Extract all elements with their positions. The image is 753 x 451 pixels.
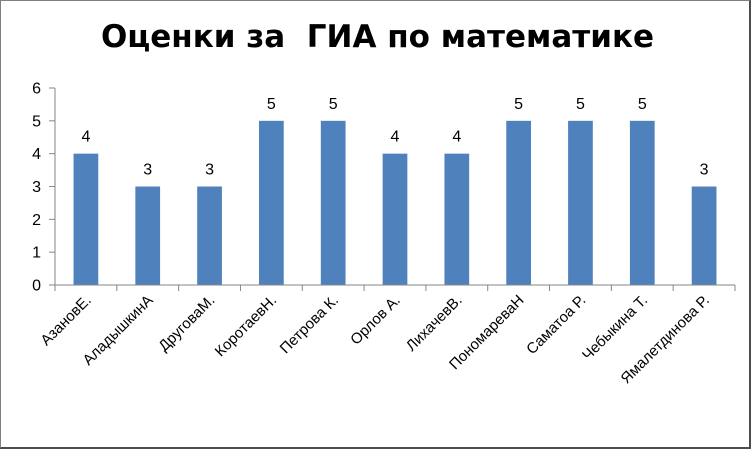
bar [506, 120, 531, 285]
bar [320, 120, 346, 285]
y-tick-label: 2 [32, 212, 41, 229]
category-labels: АзановЕ.АладышкинАДруговаМ.КоротаевН.Пет… [37, 292, 712, 387]
bar [259, 120, 284, 285]
x-category-label: Орлов А. [347, 292, 404, 349]
data-label: 3 [143, 162, 152, 179]
data-labels: 4 3 3 5 5 4 4 5 5 5 3 [81, 96, 708, 179]
data-label: 5 [576, 96, 585, 113]
x-category-label: КоротаевН. [212, 292, 280, 360]
bar [73, 153, 99, 285]
data-label: 4 [81, 129, 90, 146]
x-category-label: АзановЕ. [37, 292, 94, 349]
y-tick-label: 4 [32, 146, 41, 163]
data-label: 5 [329, 96, 338, 113]
y-tick-label: 1 [32, 245, 41, 262]
data-label: 5 [514, 96, 523, 113]
bar [197, 186, 222, 285]
y-tick-label: 6 [32, 81, 41, 98]
data-label: 4 [391, 129, 400, 146]
y-tick-label: 3 [32, 179, 41, 196]
axes [54, 88, 736, 291]
data-label: 4 [452, 129, 461, 146]
data-label: 3 [205, 162, 214, 179]
bar [135, 186, 161, 285]
bar [444, 153, 470, 285]
y-tick-label: 5 [32, 113, 41, 130]
bars [73, 120, 717, 285]
data-label: 3 [700, 162, 709, 179]
chart-title: Оценки за ГИА по математике [100, 19, 655, 55]
x-category-label: ЛихачевВ. [403, 292, 466, 355]
x-category-label: ДруговаМ. [155, 292, 218, 355]
data-label: 5 [267, 96, 276, 113]
bar [691, 186, 717, 285]
data-label: 5 [638, 96, 647, 113]
y-tick-label: 0 [32, 278, 41, 295]
bar [629, 120, 655, 285]
x-category-label: Петрова К. [277, 292, 342, 357]
bar [568, 120, 593, 285]
y-axis-ticks: 0 1 2 3 4 5 6 [32, 81, 55, 295]
x-category-label: Саматоа Р. [523, 292, 589, 358]
bar [382, 153, 408, 285]
